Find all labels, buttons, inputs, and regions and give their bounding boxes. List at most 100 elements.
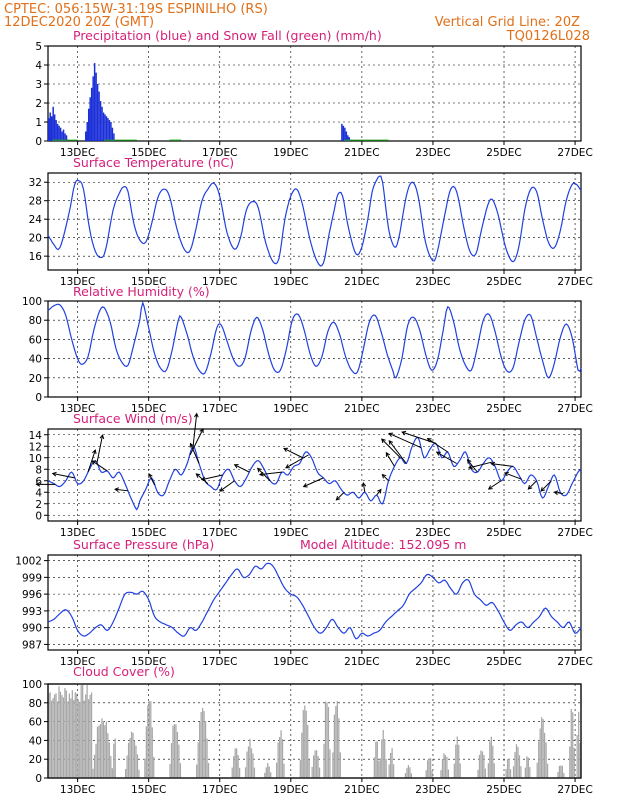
wind-arrow bbox=[115, 488, 129, 492]
cloud-bar bbox=[317, 756, 319, 778]
wind-arrow bbox=[436, 451, 457, 464]
wind-arrow bbox=[504, 472, 522, 480]
cloud-bar bbox=[307, 724, 309, 778]
cloud-bar bbox=[102, 721, 105, 778]
wind-arrow-head bbox=[388, 432, 394, 437]
wind-arrow bbox=[234, 464, 250, 473]
x-tick-label: 25DEC bbox=[486, 784, 521, 796]
cloud-bar bbox=[264, 772, 266, 778]
wind-arrow bbox=[259, 471, 282, 476]
cloud-bar bbox=[489, 741, 491, 778]
cloud-bar bbox=[392, 764, 395, 778]
cloud-bar bbox=[428, 758, 430, 778]
precip-bar bbox=[93, 63, 96, 141]
cloud-bar bbox=[48, 693, 50, 778]
cloud-bar bbox=[244, 767, 247, 778]
x-tick-label: 15DEC bbox=[131, 147, 166, 159]
x-tick-label: 23DEC bbox=[415, 147, 450, 159]
cloud-bar bbox=[201, 707, 204, 778]
wind-arrow-head bbox=[258, 471, 264, 477]
cloud-bar bbox=[150, 701, 152, 778]
wind-arrow-head bbox=[527, 485, 533, 490]
wind-arrow-head bbox=[91, 460, 97, 465]
cloud-bar bbox=[477, 769, 479, 778]
x-tick-label: 21DEC bbox=[344, 403, 379, 415]
cloud-bar bbox=[459, 763, 461, 778]
cloud-bar bbox=[515, 744, 518, 778]
cloud-bar bbox=[200, 711, 202, 778]
cloud-bar bbox=[136, 754, 139, 778]
wind-arrow-head bbox=[426, 437, 432, 443]
cloud-bar bbox=[233, 756, 235, 778]
cloud-bar bbox=[108, 742, 110, 778]
y-tick-label: 80 bbox=[29, 698, 42, 710]
wind-arrow bbox=[87, 449, 96, 473]
cloud-bar bbox=[557, 772, 559, 778]
cloud-bar bbox=[70, 698, 72, 778]
precip-bar bbox=[85, 131, 87, 141]
cloud-bar bbox=[74, 692, 76, 778]
x-tick-label: 17DEC bbox=[202, 276, 237, 288]
wind-arrow-head bbox=[335, 495, 341, 501]
cloud-bar bbox=[110, 755, 112, 778]
cloud-bar bbox=[203, 711, 205, 778]
cloud-bar bbox=[176, 731, 179, 778]
cloud-bar bbox=[301, 732, 303, 778]
y-tick-label: 100 bbox=[22, 679, 42, 691]
precip-bar bbox=[101, 106, 103, 141]
cloud-bar bbox=[558, 765, 561, 778]
cloud-bar bbox=[278, 736, 281, 778]
x-tick-label: 25DEC bbox=[486, 276, 521, 288]
cloud-bar bbox=[410, 773, 412, 778]
panel-frame bbox=[47, 300, 582, 398]
header-datetime: 12DEC2020 20Z (GMT) bbox=[4, 15, 154, 30]
panel-frame bbox=[47, 172, 582, 271]
cloud-bar bbox=[384, 739, 386, 778]
x-tick-label: 23DEC bbox=[415, 276, 450, 288]
cloud-bar bbox=[175, 724, 177, 778]
x-tick-label: 25DEC bbox=[486, 656, 521, 668]
cloud-bar bbox=[524, 767, 526, 778]
x-tick-label: 25DEC bbox=[486, 403, 521, 415]
cloud-bar bbox=[390, 752, 392, 778]
wind-arrow bbox=[190, 443, 200, 464]
cloud-bar bbox=[314, 750, 316, 778]
precip-bar bbox=[342, 125, 345, 141]
cloud-bar bbox=[83, 700, 85, 778]
cloud-bar bbox=[101, 718, 103, 778]
cloud-bar bbox=[538, 741, 540, 778]
cloud-bar bbox=[124, 768, 127, 778]
cloud-bar bbox=[145, 726, 147, 778]
cloud-bar bbox=[335, 706, 337, 778]
cloud-bar bbox=[508, 758, 510, 778]
cloud-bar bbox=[578, 711, 580, 778]
x-tick-label: 25DEC bbox=[486, 147, 521, 159]
wind-arrow-head bbox=[194, 412, 199, 418]
cloud-bar bbox=[529, 767, 531, 778]
cloud-bar bbox=[250, 748, 253, 778]
precip-bar bbox=[50, 116, 53, 141]
y-tick-label: 40 bbox=[29, 354, 42, 366]
x-tick-label: 27DEC bbox=[557, 147, 592, 159]
wind-arrow-head bbox=[381, 473, 387, 479]
cloud-bar bbox=[172, 725, 174, 778]
cloud-bar bbox=[570, 709, 572, 778]
y-tick-label: 0 bbox=[35, 773, 42, 785]
precip-bar bbox=[49, 112, 51, 141]
cloud-bar bbox=[381, 739, 383, 778]
cloud-bar bbox=[249, 738, 251, 778]
cloud-bar bbox=[50, 700, 53, 778]
cloud-bar bbox=[67, 701, 69, 778]
cloud-bar bbox=[407, 765, 410, 778]
precip-bar bbox=[52, 106, 54, 141]
precip-bar bbox=[58, 125, 60, 141]
cloud-bar bbox=[237, 755, 239, 778]
x-tick-label: 15DEC bbox=[131, 527, 166, 539]
wind-arrow bbox=[148, 473, 156, 486]
cloud-bar bbox=[543, 732, 546, 778]
panel-frame bbox=[47, 45, 582, 142]
cloud-bar bbox=[526, 756, 528, 778]
y-tick-label: 60 bbox=[29, 717, 42, 729]
cloud-bar bbox=[281, 739, 284, 778]
cloud-bar bbox=[478, 754, 481, 778]
